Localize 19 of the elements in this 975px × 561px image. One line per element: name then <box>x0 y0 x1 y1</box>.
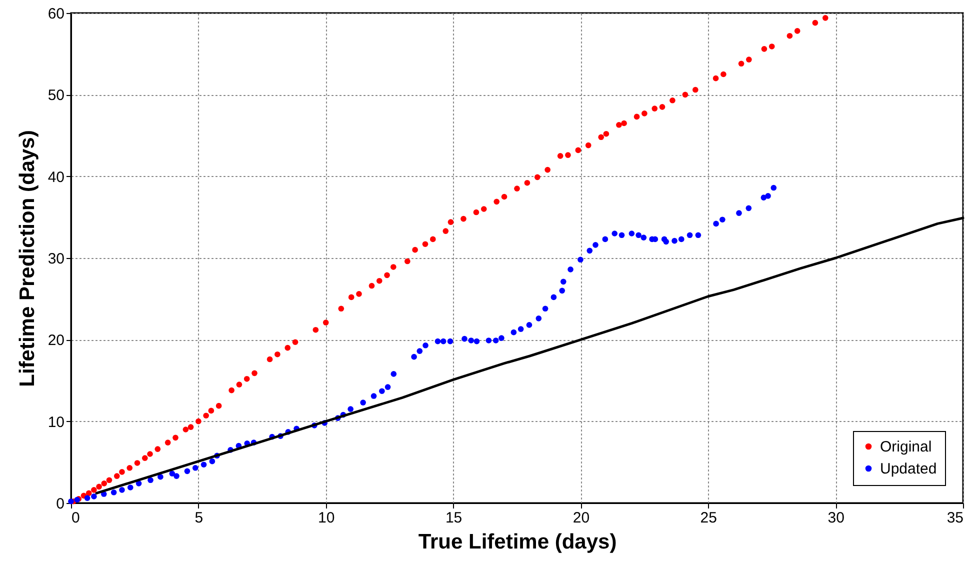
y-tick-label: 30 <box>48 250 64 268</box>
x-tick-label: 10 <box>318 510 335 526</box>
x-tick-label: 5 <box>194 510 204 526</box>
x-tick-label: 0 <box>72 510 80 526</box>
y-tick-label: 40 <box>48 168 64 186</box>
legend-label: Updated <box>880 460 937 478</box>
x-tick-label: 20 <box>572 510 590 526</box>
x-tick-label: 35 <box>946 510 964 526</box>
legend-label: Original <box>880 438 932 456</box>
y-axis-title: Lifetime Prediction (days) <box>16 130 39 387</box>
y-tick-label: 20 <box>48 332 64 350</box>
y-tick-label: 0 <box>56 496 64 512</box>
y-tick-label: 60 <box>48 6 64 22</box>
y-tick-label: 10 <box>48 414 64 431</box>
y-tick-label: 50 <box>48 87 64 104</box>
x-axis-title: True Lifetime (days) <box>418 530 617 554</box>
x-tick-label: 25 <box>700 510 717 526</box>
x-tick-label: 30 <box>828 510 844 526</box>
x-tick-label: 15 <box>445 510 462 526</box>
